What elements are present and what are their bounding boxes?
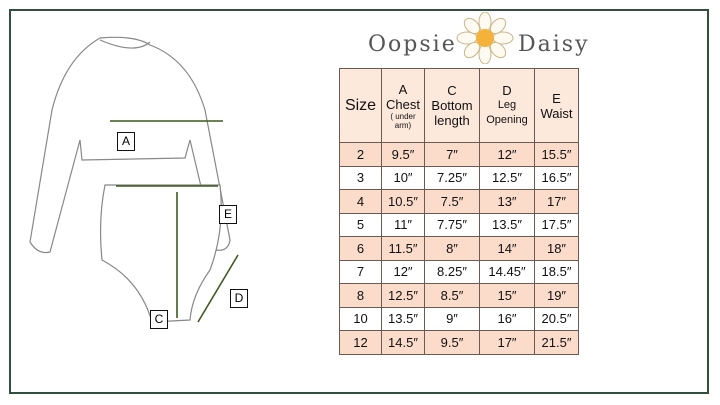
table-cell: 9.5″ xyxy=(424,330,480,355)
table-cell: 14.5″ xyxy=(381,330,425,355)
table-row: 2 9.5″ 7″ 12″ 15.5″ xyxy=(339,142,579,167)
daisy-icon xyxy=(456,12,514,64)
label-a: A xyxy=(117,132,135,151)
table-cell: 8.25″ xyxy=(424,259,480,284)
table-cell: 14″ xyxy=(479,236,535,261)
table-row: 10 13.5″ 9″ 16″ 20.5″ xyxy=(339,306,579,331)
table-cell: 13.5″ xyxy=(381,306,425,331)
table-row: 12 14.5″ 9.5″ 17″ 21.5″ xyxy=(339,330,579,355)
table-cell: 13″ xyxy=(479,189,535,214)
table-cell: 10.5″ xyxy=(381,189,425,214)
table-cell: 21.5″ xyxy=(534,330,579,355)
brand-logo: Oopsie Daisy xyxy=(368,12,608,64)
table-row: 4 10.5″ 7.5″ 13″ 17″ xyxy=(339,189,579,214)
table-cell: 15″ xyxy=(479,283,535,308)
table-cell: 9.5″ xyxy=(381,142,425,167)
table-cell: 11″ xyxy=(381,212,425,237)
label-c: C xyxy=(150,310,168,329)
table-cell: 17.5″ xyxy=(534,212,579,237)
table-cell: 20.5″ xyxy=(534,306,579,331)
table-row: 7 12″ 8.25″ 14.45″ 18.5″ xyxy=(339,259,579,284)
table-cell: 16.5″ xyxy=(534,165,579,190)
table-cell: 7 xyxy=(339,259,382,284)
table-cell: 7.5″ xyxy=(424,189,480,214)
table-cell: 17″ xyxy=(479,330,535,355)
table-cell: 18.5″ xyxy=(534,259,579,284)
table-cell: 7.75″ xyxy=(424,212,480,237)
table-cell: 7″ xyxy=(424,142,480,167)
table-row: 6 11.5″ 8″ 14″ 18″ xyxy=(339,236,579,261)
table-cell: 8.5″ xyxy=(424,283,480,308)
label-d: D xyxy=(230,289,248,308)
table-cell: 2 xyxy=(339,142,382,167)
table-cell: 12″ xyxy=(381,259,425,284)
brand-text-left: Oopsie xyxy=(368,32,457,57)
table-row: 5 11″ 7.75″ 13.5″ 17.5″ xyxy=(339,212,579,237)
brand-text-right: Daisy xyxy=(518,32,590,57)
table-row: 8 12.5″ 8.5″ 15″ 19″ xyxy=(339,283,579,308)
table-cell: 17″ xyxy=(534,189,579,214)
table-cell: 19″ xyxy=(534,283,579,308)
header-size: Size xyxy=(339,68,382,143)
table-cell: 10 xyxy=(339,306,382,331)
size-table: Size A Chest( under arm) C Bottom length D… xyxy=(339,68,579,355)
table-cell: 11.5″ xyxy=(381,236,425,261)
header-bottom-length: C Bottom length xyxy=(424,68,480,143)
table-cell: 12 xyxy=(339,330,382,355)
table-cell: 12″ xyxy=(479,142,535,167)
table-cell: 5 xyxy=(339,212,382,237)
header-leg-opening: D Leg Opening xyxy=(479,68,535,143)
garment-illustration xyxy=(29,36,239,323)
table-cell: 13.5″ xyxy=(479,212,535,237)
table-cell: 9″ xyxy=(424,306,480,331)
table-cell: 3 xyxy=(339,165,382,190)
table-cell: 12.5″ xyxy=(381,283,425,308)
table-cell: 8 xyxy=(339,283,382,308)
table-header-row: Size A Chest( under arm) C Bottom length D… xyxy=(339,68,579,143)
table-cell: 16″ xyxy=(479,306,535,331)
table-cell: 15.5″ xyxy=(534,142,579,167)
table-cell: 7.25″ xyxy=(424,165,480,190)
header-chest: A Chest( under arm) xyxy=(381,68,425,143)
table-cell: 18″ xyxy=(534,236,579,261)
table-row: 3 10″ 7.25″ 12.5″ 16.5″ xyxy=(339,165,579,190)
table-cell: 10″ xyxy=(381,165,425,190)
table-cell: 8″ xyxy=(424,236,480,261)
table-cell: 4 xyxy=(339,189,382,214)
table-cell: 14.45″ xyxy=(479,259,535,284)
header-waist: E Waist xyxy=(534,68,579,143)
table-cell: 6 xyxy=(339,236,382,261)
label-e: E xyxy=(219,205,237,224)
bottom-outline xyxy=(99,184,222,323)
table-cell: 12.5″ xyxy=(479,165,535,190)
